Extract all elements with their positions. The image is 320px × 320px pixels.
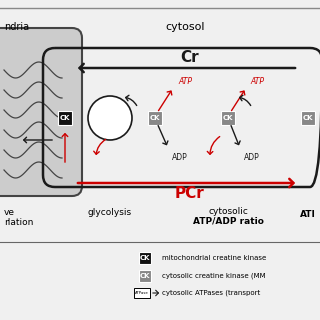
Text: ADP: ADP: [244, 153, 260, 162]
Text: ATP/ADP ratio: ATP/ADP ratio: [193, 217, 263, 226]
Text: Cr: Cr: [181, 51, 199, 66]
Text: ATI: ATI: [300, 210, 316, 219]
Text: ATP: ATP: [250, 77, 264, 86]
Text: ndria: ndria: [4, 22, 29, 32]
Text: ve: ve: [4, 208, 15, 217]
Text: ATPase: ATPase: [135, 291, 149, 295]
Bar: [139, 252, 151, 264]
Bar: [301, 111, 315, 125]
Text: CK: CK: [223, 115, 233, 121]
FancyBboxPatch shape: [134, 288, 150, 298]
FancyBboxPatch shape: [0, 28, 82, 196]
Text: CK: CK: [140, 273, 150, 279]
Text: glycolysis: glycolysis: [88, 208, 132, 217]
Text: ADP: ADP: [172, 153, 188, 162]
Text: mitochondrial creatine kinase: mitochondrial creatine kinase: [162, 255, 266, 261]
Text: cytosol: cytosol: [165, 22, 205, 32]
Text: CK: CK: [150, 115, 160, 121]
Text: cytosolic ATPases (transport: cytosolic ATPases (transport: [162, 290, 260, 296]
Text: ATP: ATP: [178, 77, 192, 86]
Circle shape: [88, 96, 132, 140]
Text: CK: CK: [303, 115, 313, 121]
Text: cytosolic creatine kinase (MM: cytosolic creatine kinase (MM: [162, 273, 266, 279]
Text: CK: CK: [140, 255, 150, 261]
Bar: [58, 111, 72, 125]
Bar: [221, 111, 235, 125]
Bar: [139, 270, 151, 282]
Bar: [148, 111, 162, 125]
Text: PCr: PCr: [175, 186, 205, 201]
Text: rlation: rlation: [4, 218, 33, 227]
Text: CK: CK: [60, 115, 70, 121]
Text: cytosolic: cytosolic: [208, 207, 248, 216]
